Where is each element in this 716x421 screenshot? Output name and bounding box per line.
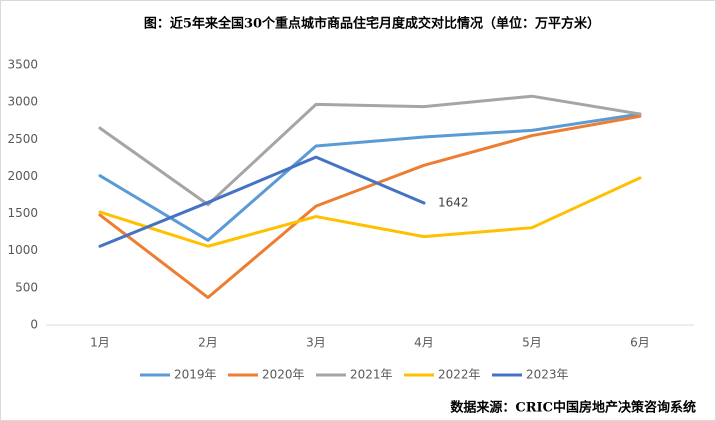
legend-label: 2020年	[262, 368, 305, 382]
chart-title: 图：近5年来全国30个重点城市商品住宅月度成交对比情况（单位：万平方米）	[144, 16, 600, 32]
y-tick-label: 2500	[7, 132, 38, 146]
x-tick-label: 2月	[198, 336, 218, 350]
y-tick-label: 1000	[7, 243, 38, 257]
x-tick-label: 3月	[306, 336, 326, 350]
series-line	[98, 155, 426, 248]
y-tick-label: 500	[15, 280, 38, 294]
series-line	[98, 176, 642, 248]
legend-label: 2021年	[350, 368, 393, 382]
legend-label: 2022年	[438, 368, 481, 382]
series-line	[98, 94, 642, 207]
x-tick-label: 4月	[414, 336, 434, 350]
y-tick-label: 3500	[7, 58, 38, 72]
x-tick-label: 5月	[522, 336, 542, 350]
series-line	[98, 112, 642, 242]
legend-label: 2023年	[526, 368, 569, 382]
y-tick-label: 2000	[7, 169, 38, 183]
series-line	[98, 114, 642, 300]
legend-label: 2019年	[174, 368, 217, 382]
y-tick-label: 3000	[7, 95, 38, 109]
x-tick-label: 1月	[90, 336, 110, 350]
y-tick-label: 1500	[7, 206, 38, 220]
x-tick-label: 6月	[630, 336, 650, 350]
y-tick-label: 0	[30, 318, 38, 332]
source: 数据来源：CRIC中国房地产决策咨询系统	[450, 400, 696, 416]
data-label: 1642	[438, 196, 469, 210]
